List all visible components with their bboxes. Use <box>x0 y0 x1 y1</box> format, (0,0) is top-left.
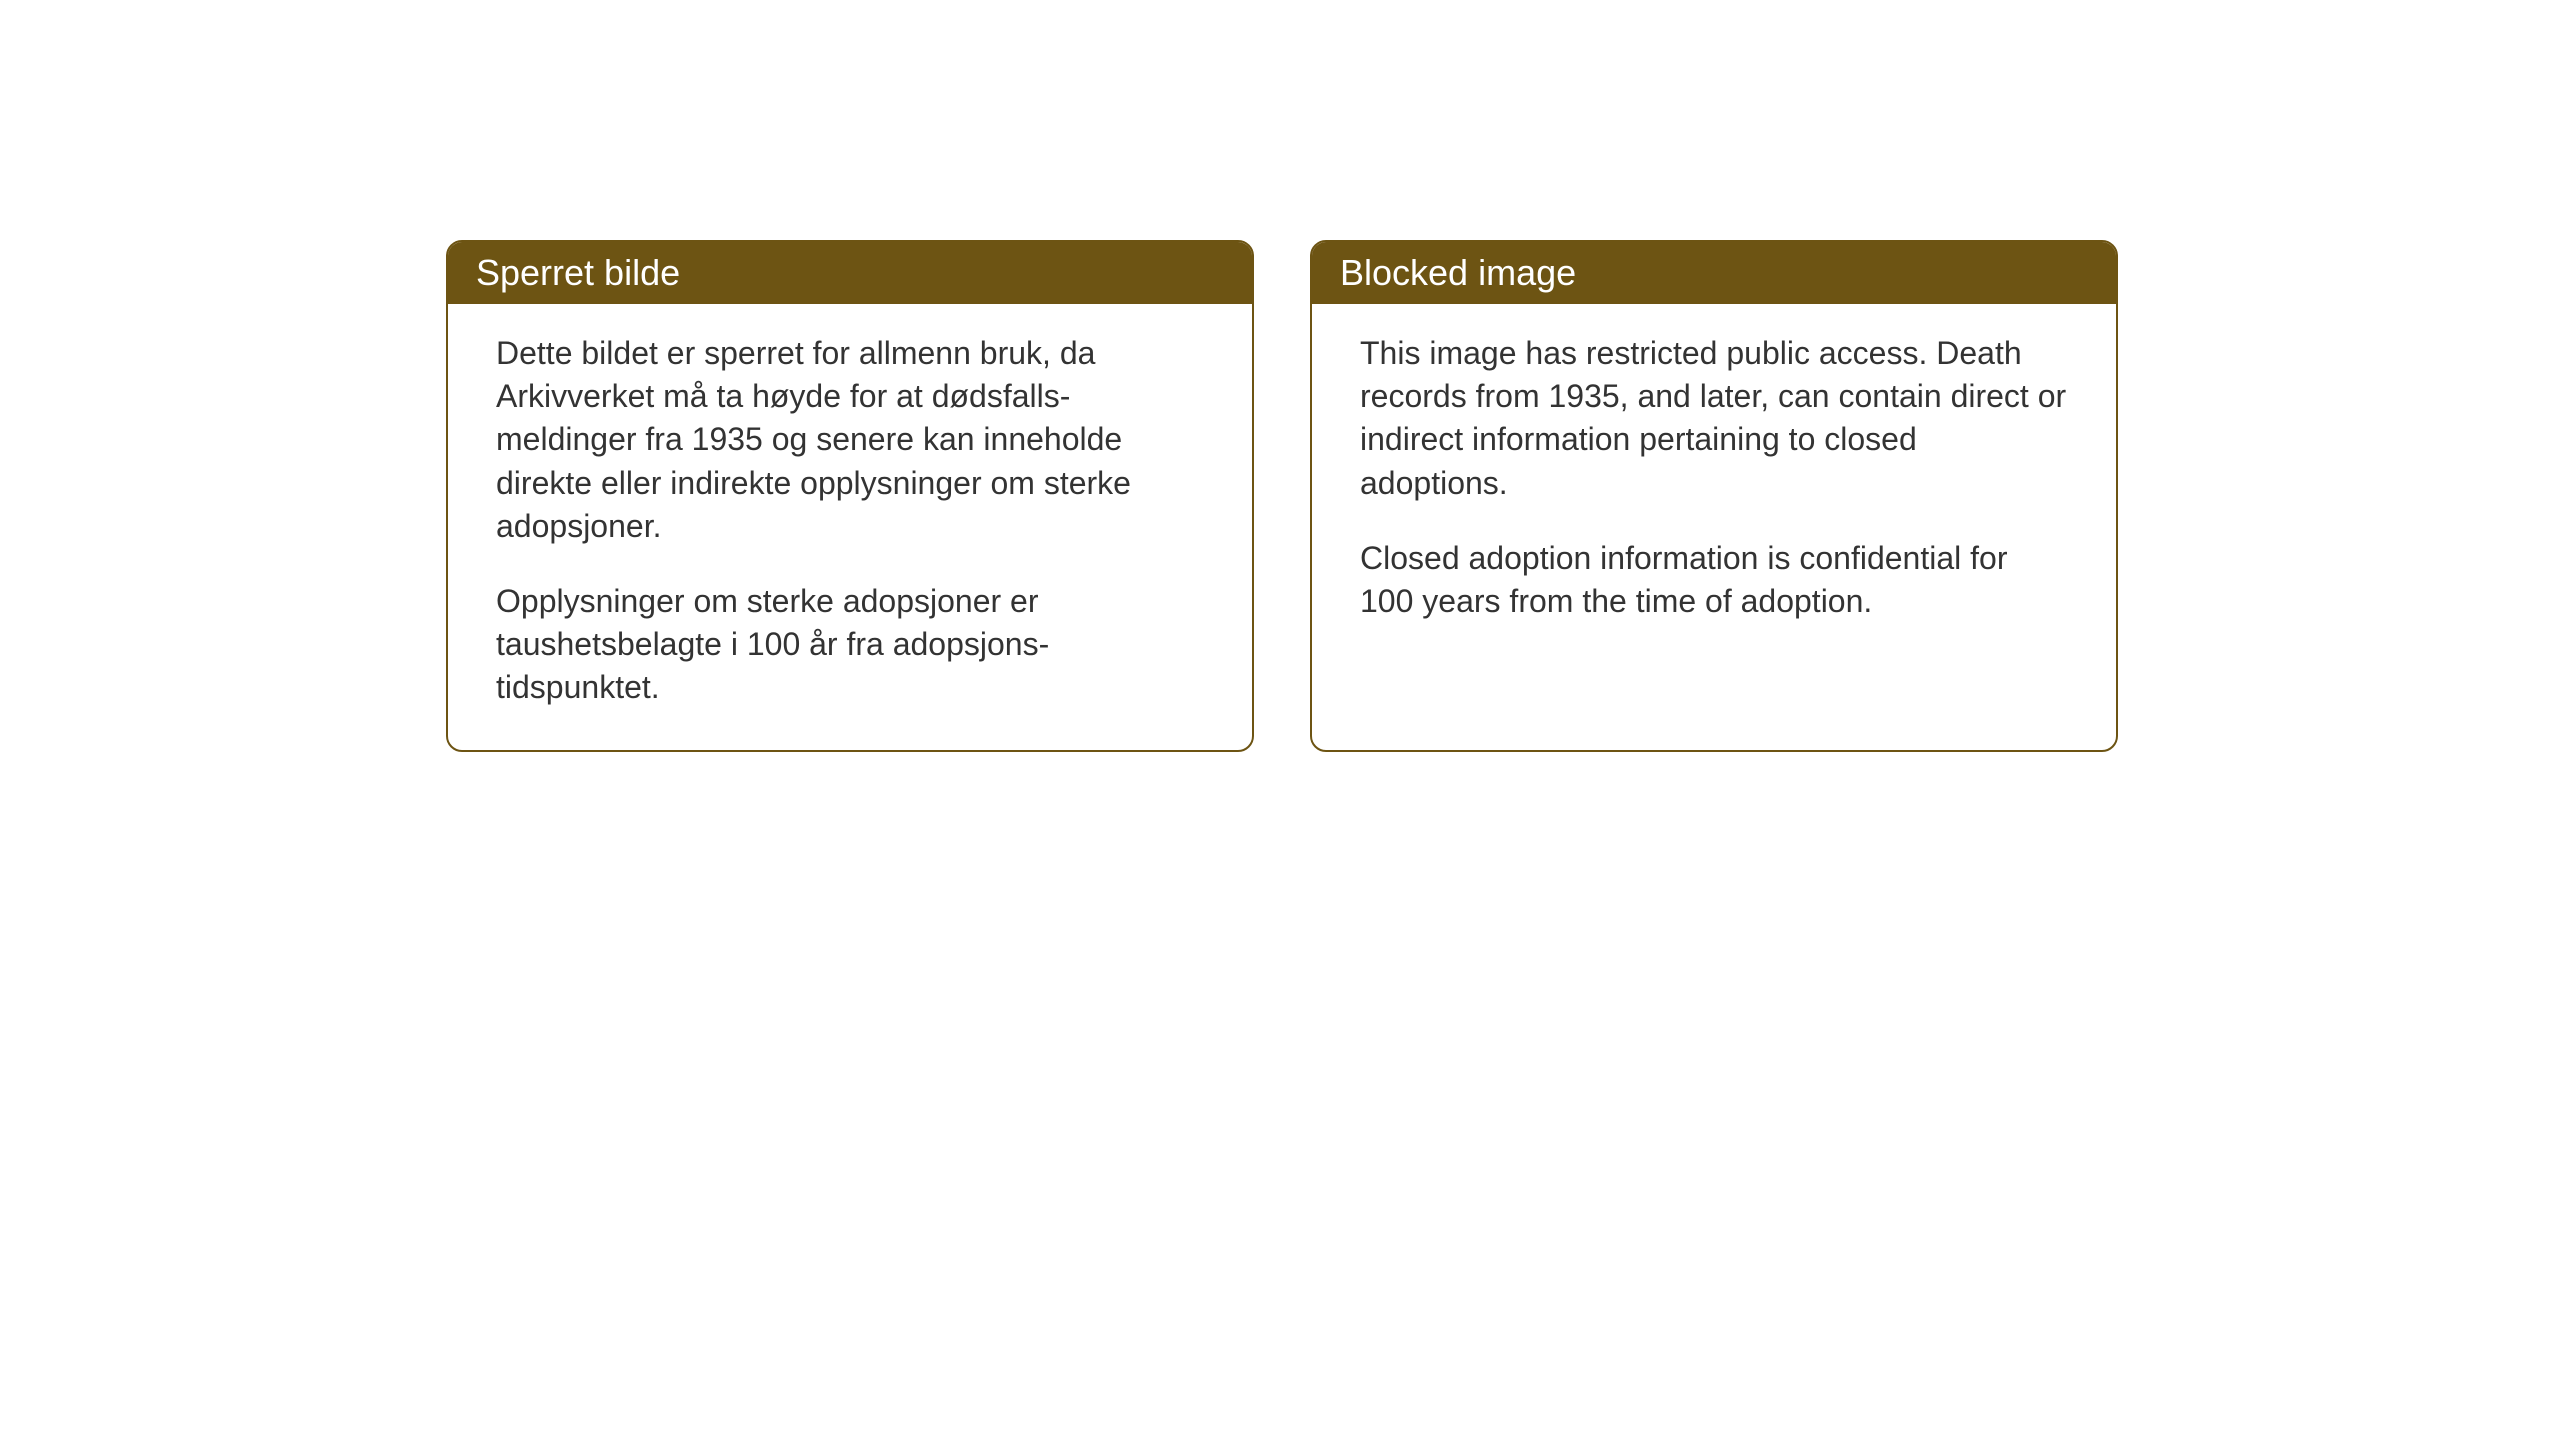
cards-container: Sperret bilde Dette bildet er sperret fo… <box>0 0 2560 752</box>
english-card-header: Blocked image <box>1312 242 2116 304</box>
norwegian-card-header: Sperret bilde <box>448 242 1252 304</box>
norwegian-paragraph-1: Dette bildet er sperret for allmenn bruk… <box>496 332 1204 548</box>
norwegian-card: Sperret bilde Dette bildet er sperret fo… <box>446 240 1254 752</box>
norwegian-card-body: Dette bildet er sperret for allmenn bruk… <box>448 304 1252 750</box>
norwegian-paragraph-2: Opplysninger om sterke adopsjoner er tau… <box>496 580 1204 710</box>
english-card-title: Blocked image <box>1340 252 1576 293</box>
english-paragraph-1: This image has restricted public access.… <box>1360 332 2068 505</box>
english-card-body: This image has restricted public access.… <box>1312 304 2116 663</box>
english-paragraph-2: Closed adoption information is confident… <box>1360 537 2068 623</box>
english-card: Blocked image This image has restricted … <box>1310 240 2118 752</box>
norwegian-card-title: Sperret bilde <box>476 252 680 293</box>
